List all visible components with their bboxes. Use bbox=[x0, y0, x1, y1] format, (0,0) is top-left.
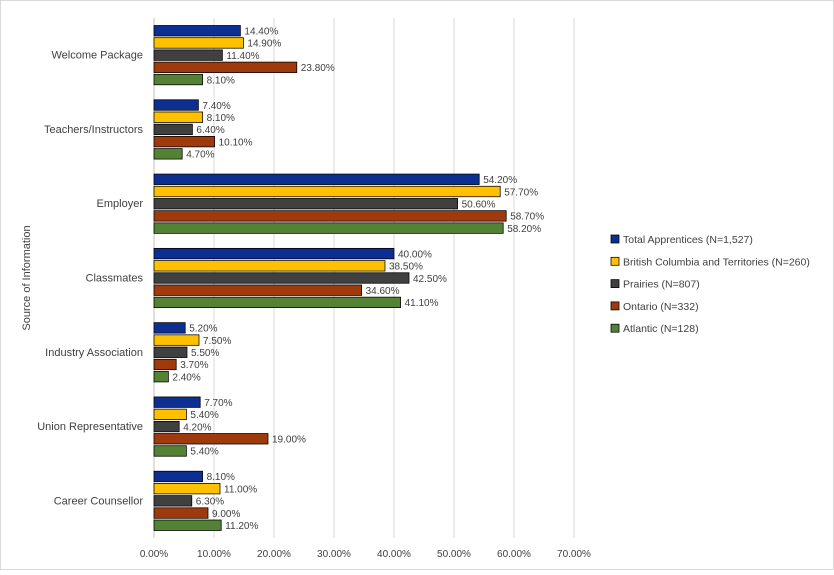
data-label: 8.10% bbox=[207, 472, 235, 483]
bar bbox=[153, 210, 507, 222]
category-label: Industry Association bbox=[45, 347, 143, 359]
legend-swatch bbox=[610, 279, 620, 288]
legend-swatch bbox=[610, 301, 620, 311]
category-label: Classmates bbox=[86, 273, 144, 285]
x-tick-label: 20.00% bbox=[257, 549, 291, 560]
bar bbox=[153, 222, 504, 234]
bar bbox=[153, 99, 199, 111]
x-tick-label: 60.00% bbox=[497, 549, 531, 560]
legend-label: Atlantic (N=128) bbox=[623, 323, 699, 335]
legend-label: British Columbia and Territories (N=260) bbox=[623, 256, 810, 268]
category-label: Welcome Package bbox=[51, 50, 143, 62]
legend-label: Ontario (N=332) bbox=[623, 301, 699, 313]
x-tick-label: 10.00% bbox=[197, 549, 231, 560]
data-label: 3.70% bbox=[180, 360, 208, 371]
bar bbox=[153, 136, 215, 148]
bar bbox=[153, 173, 480, 185]
bar bbox=[153, 49, 223, 61]
bar bbox=[153, 247, 395, 260]
data-label: 7.70% bbox=[204, 398, 232, 409]
data-label: 11.40% bbox=[226, 51, 259, 62]
data-label: 4.70% bbox=[186, 150, 214, 161]
data-label: 7.40% bbox=[202, 101, 230, 112]
data-label: 4.20% bbox=[183, 422, 211, 433]
bar bbox=[153, 73, 203, 86]
data-label: 38.50% bbox=[389, 262, 423, 273]
data-label: 6.30% bbox=[196, 497, 224, 508]
bar bbox=[153, 507, 209, 519]
bar bbox=[153, 123, 193, 136]
bar bbox=[153, 322, 186, 334]
x-tick-label: 30.00% bbox=[317, 549, 351, 560]
x-tick-label: 0.00% bbox=[140, 549, 168, 560]
bar bbox=[153, 25, 241, 37]
legend-swatch bbox=[610, 323, 620, 333]
data-label: 11.20% bbox=[225, 521, 258, 532]
legend-label: Prairies (N=807) bbox=[623, 279, 700, 291]
data-label: 50.60% bbox=[462, 199, 496, 210]
bar bbox=[153, 396, 201, 408]
bar bbox=[153, 420, 180, 433]
bar bbox=[153, 185, 501, 198]
data-label: 5.20% bbox=[189, 324, 217, 335]
bar bbox=[153, 433, 269, 445]
bar bbox=[153, 495, 193, 507]
bar bbox=[153, 371, 169, 383]
bar bbox=[153, 260, 386, 272]
bar bbox=[153, 470, 203, 483]
bar bbox=[153, 445, 187, 457]
data-label: 54.20% bbox=[483, 175, 517, 186]
bar bbox=[153, 148, 183, 160]
data-label: 40.00% bbox=[398, 249, 432, 260]
legend-swatch bbox=[610, 256, 620, 266]
bar bbox=[153, 334, 200, 346]
bar bbox=[153, 272, 410, 284]
data-label: 14.90% bbox=[247, 39, 281, 50]
bar bbox=[153, 346, 188, 358]
bar bbox=[153, 358, 177, 371]
data-label: 14.40% bbox=[244, 26, 278, 37]
data-label: 19.00% bbox=[272, 435, 306, 446]
data-label: 8.10% bbox=[207, 113, 235, 124]
data-label: 58.70% bbox=[510, 212, 544, 223]
data-label: 5.40% bbox=[190, 410, 218, 421]
bar bbox=[153, 408, 187, 420]
data-label: 10.10% bbox=[219, 137, 253, 148]
legend-label: Total Apprentices (N=1,527) bbox=[623, 234, 753, 246]
category-label: Career Counsellor bbox=[54, 495, 144, 507]
bar bbox=[153, 284, 362, 296]
data-label: 6.40% bbox=[196, 125, 224, 136]
data-label: 11.00% bbox=[224, 484, 257, 495]
data-label: 5.40% bbox=[190, 447, 218, 458]
bar bbox=[153, 296, 401, 309]
y-axis-title: Source of Information bbox=[21, 225, 33, 330]
bar bbox=[153, 37, 244, 49]
bar bbox=[153, 198, 458, 210]
data-label: 9.00% bbox=[212, 509, 240, 520]
data-label: 42.50% bbox=[413, 274, 447, 285]
category-label: Employer bbox=[97, 198, 144, 210]
data-label: 23.80% bbox=[301, 63, 335, 74]
x-tick-label: 70.00% bbox=[557, 549, 591, 560]
x-tick-label: 40.00% bbox=[377, 549, 411, 560]
bar bbox=[153, 519, 222, 531]
data-label: 57.70% bbox=[504, 187, 538, 198]
x-tick-label: 50.00% bbox=[437, 549, 471, 560]
data-label: 5.50% bbox=[191, 348, 219, 359]
data-label: 2.40% bbox=[172, 372, 200, 383]
category-label: Teachers/Instructors bbox=[44, 124, 144, 136]
data-label: 8.10% bbox=[207, 75, 235, 86]
data-label: 41.10% bbox=[405, 298, 439, 309]
data-label: 7.50% bbox=[203, 336, 231, 347]
legend-swatch bbox=[610, 234, 620, 244]
bar bbox=[153, 483, 221, 495]
bar bbox=[153, 61, 298, 73]
category-label: Union Representative bbox=[37, 421, 143, 433]
data-label: 58.20% bbox=[507, 224, 541, 235]
data-label: 34.60% bbox=[366, 286, 400, 297]
bar bbox=[153, 111, 203, 123]
